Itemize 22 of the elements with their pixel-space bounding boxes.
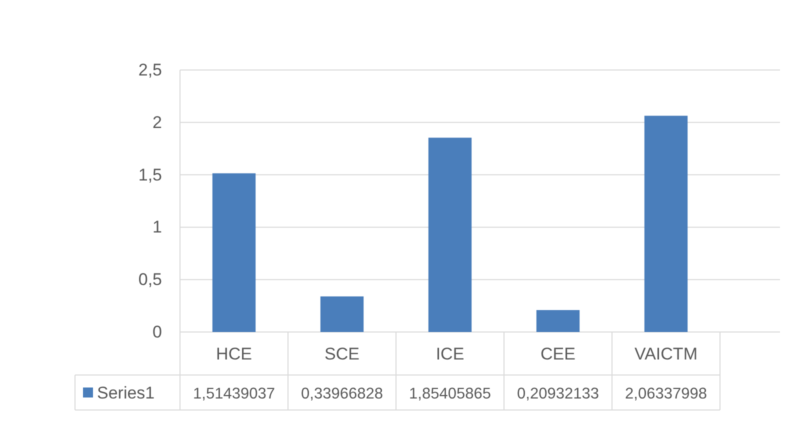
legend-label: Series1 [97,384,155,402]
x-tick-label: ICE [436,344,464,364]
y-tick-label: 2 [152,112,162,132]
bar [428,138,472,332]
y-tick-label: 0,5 [138,270,162,290]
y-tick-label: 0 [152,322,162,342]
bar [212,173,256,332]
y-tick-label: 1,5 [138,165,162,184]
data-label: 1,51439037 [193,386,275,402]
data-label: 1,85405865 [409,386,491,402]
x-tick-label: HCE [216,344,252,364]
x-tick-label: VAICTM [634,344,698,364]
x-tick-label: CEE [540,344,576,364]
bar [536,310,580,332]
x-tick-label: SCE [324,344,360,364]
data-label: 0,33966828 [301,386,383,402]
data-label: 0,20932133 [517,386,599,402]
bar [320,296,364,332]
y-tick-label: 2,5 [138,60,162,80]
y-tick-label: 1 [152,218,162,237]
bar [644,116,688,332]
data-label: 2,06337998 [625,386,707,402]
